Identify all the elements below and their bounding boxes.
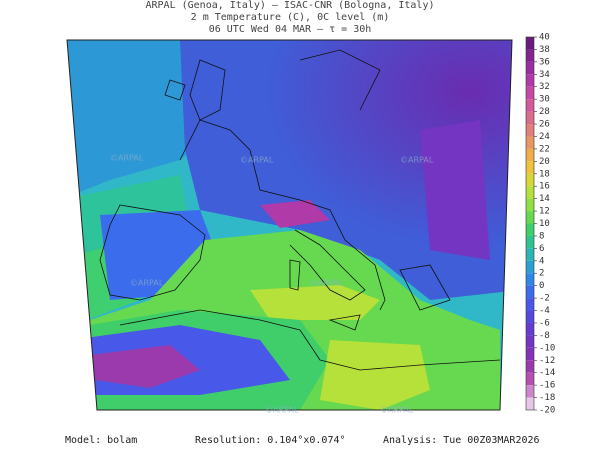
colorbar-tick-label: 0 — [539, 281, 544, 291]
colorbar-tick-label: 30 — [539, 95, 550, 105]
colorbar-band — [526, 385, 534, 398]
colorbar-band — [526, 322, 534, 336]
footer-resolution: Resolution: 0.104°x0.074° — [195, 435, 346, 446]
colorbar-band — [526, 198, 534, 212]
colorbar-band — [526, 74, 534, 87]
colorbar-band — [526, 37, 534, 50]
footer-model: Model: bolam — [65, 435, 137, 446]
colorbar-band — [526, 235, 534, 249]
colorbar-band — [526, 397, 534, 410]
watermark: ©ARPAL — [310, 279, 344, 288]
colorbar-band — [526, 248, 534, 261]
watermark: ©ARPAL — [240, 156, 274, 165]
colorbar-band — [526, 335, 534, 348]
colorbar-tick-label: -16 — [539, 381, 555, 391]
footer-analysis: Analysis: Tue 00Z03MAR2026 — [383, 435, 540, 446]
colorbar-tick-label: -18 — [539, 393, 555, 403]
colorbar-tick-label: 32 — [539, 82, 550, 92]
colorbar-tick-label: 24 — [539, 132, 550, 142]
colorbar-tick-label: 20 — [539, 157, 550, 167]
header-line: 06 UTC Wed 04 MAR — τ = 30h — [209, 24, 372, 35]
watermark: ©ARPAL — [265, 406, 299, 415]
colorbar-tick-label: 40 — [539, 33, 550, 43]
colorbar-tick-label: 28 — [539, 107, 550, 117]
colorbar-tick-label: 34 — [539, 70, 550, 80]
colorbar-tick-label: 36 — [539, 57, 550, 67]
colorbar-tick-label: 8 — [539, 231, 544, 241]
colorbar-tick-label: 4 — [539, 256, 544, 266]
colorbar-tick-label: 38 — [539, 45, 550, 55]
colorbar-tick-label: 6 — [539, 244, 544, 254]
colorbar-band — [526, 298, 534, 311]
colorbar-band — [526, 161, 534, 174]
colorbar-tick-label: 26 — [539, 120, 550, 130]
colorbar-band — [526, 223, 534, 236]
colorbar-tick-label: 2 — [539, 269, 544, 279]
colorbar-tick-label: 16 — [539, 182, 550, 192]
map-frame — [66, 39, 513, 411]
watermark: ©ARPAL — [130, 279, 164, 288]
colorbar-band — [526, 86, 534, 100]
colorbar-band — [526, 310, 534, 323]
colorbar-tick-label: 22 — [539, 144, 550, 154]
colorbar-band — [526, 372, 534, 386]
watermark: ©ARPAL — [380, 406, 414, 415]
colorbar-band — [526, 360, 534, 373]
colorbar-band — [526, 211, 534, 224]
colorbar-band — [526, 347, 534, 361]
colorbar-band — [526, 148, 534, 162]
colorbar-band — [526, 173, 534, 187]
colorbar-band — [526, 49, 534, 62]
colorbar-tick-label: -14 — [539, 368, 555, 378]
colorbar-tick-label: -2 — [539, 294, 550, 304]
colorbar-band — [526, 61, 534, 75]
watermark: ©ARPAL — [400, 156, 434, 165]
colorbar-band — [526, 111, 534, 125]
watermark: ©ARPAL — [110, 154, 144, 163]
colorbar-tick-label: -8 — [539, 331, 550, 341]
colorbar-band — [526, 124, 534, 137]
map — [67, 40, 512, 410]
header-line: 2 m Temperature (C), 0C level (m) — [191, 12, 390, 23]
colorbar-tick-label: -12 — [539, 356, 555, 366]
colorbar-band — [526, 186, 534, 199]
colorbar-tick-label: -6 — [539, 318, 550, 328]
colorbar-tick-label: -4 — [539, 306, 550, 316]
colorbar-band — [526, 260, 534, 274]
colorbar-tick-label: 18 — [539, 169, 550, 179]
colorbar-tick-label: 12 — [539, 207, 550, 217]
colorbar-band — [526, 136, 534, 149]
colorbar-band — [526, 273, 534, 286]
colorbar-band — [526, 285, 534, 299]
colorbar-tick-label: 14 — [539, 194, 550, 204]
colorbar-tick-label: -20 — [539, 406, 555, 416]
colorbar-tick-label: 10 — [539, 219, 550, 229]
colorbar-band — [526, 99, 534, 112]
header-line: ARPAL (Genoa, Italy) — ISAC-CNR (Bologna… — [146, 0, 435, 11]
colorbar-tick-label: -10 — [539, 343, 555, 353]
